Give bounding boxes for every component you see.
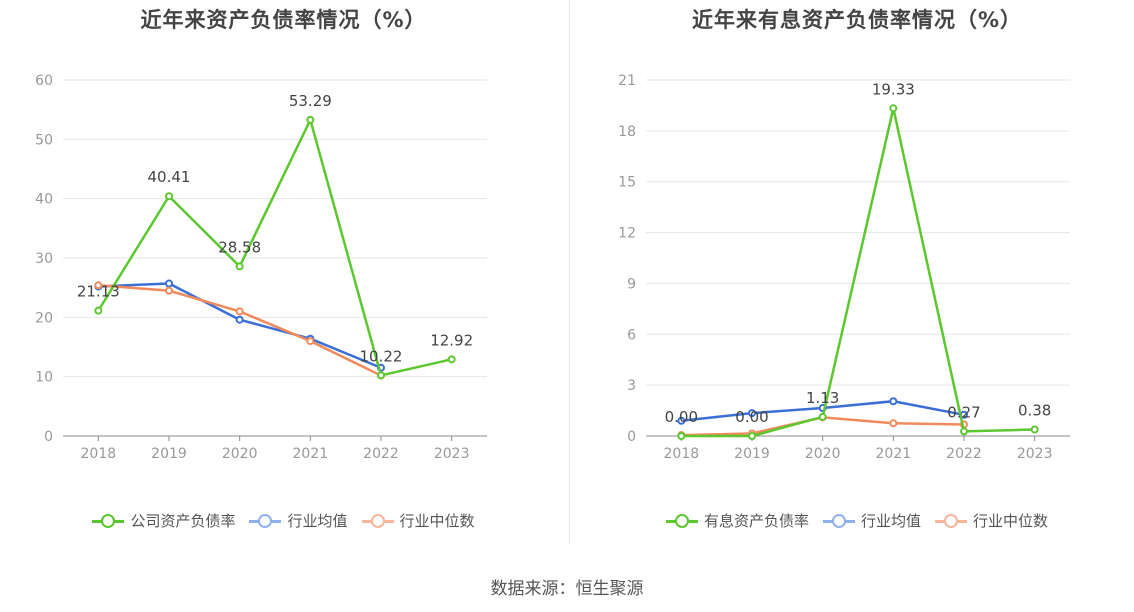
series-line: [97, 118, 452, 377]
y-tick-label: 15: [618, 175, 636, 191]
x-tick-label: 2022: [946, 446, 982, 462]
data-label: 12.92: [430, 331, 473, 349]
y-tick-label: 9: [627, 276, 636, 292]
legend-label: 行业均值: [860, 512, 921, 530]
data-label: 0.38: [1018, 402, 1051, 420]
x-tick-label: 2023: [1017, 446, 1053, 462]
data-label: 19.33: [872, 80, 915, 98]
y-tick-label: 50: [35, 132, 53, 148]
data-label: 53.29: [289, 92, 332, 110]
series-line: [681, 107, 1035, 438]
data-point[interactable]: [818, 412, 827, 421]
x-tick-label: 2020: [222, 446, 258, 462]
data-point[interactable]: [306, 115, 315, 124]
legend-label: 公司资产负债率: [130, 512, 236, 530]
legend-item[interactable]: 行业均值: [249, 510, 348, 531]
data-point[interactable]: [94, 281, 103, 290]
chart-title: 近年来有息资产负债率情况（%）: [691, 8, 1023, 32]
data-point[interactable]: [889, 104, 898, 113]
chart-panel-left: 近年来资产负债率情况（%） 0 10 20 30 40 50 60 2018 2019 2020 2…: [0, 0, 567, 560]
data-point[interactable]: [960, 427, 968, 436]
data-label: 10.22: [360, 347, 403, 365]
x-tick-label: 2019: [151, 446, 187, 462]
chart-legend: 公司资产负债率 行业均值 行业中位数: [0, 510, 567, 531]
legend-item[interactable]: 行业均值: [822, 510, 921, 531]
legend-swatch-icon: [935, 513, 967, 529]
data-point[interactable]: [748, 432, 756, 440]
y-tick-label: 6: [627, 327, 636, 343]
y-tick-label: 18: [618, 124, 636, 140]
panel-divider: [569, 0, 570, 545]
legend-label: 行业均值: [287, 512, 348, 530]
x-tick-label: 2022: [363, 446, 399, 462]
data-label: 40.41: [148, 168, 191, 186]
y-tick-label: 0: [627, 429, 636, 445]
legend-swatch-icon: [361, 513, 394, 529]
y-tick-label: 40: [35, 192, 53, 208]
data-label: 0.00: [665, 408, 698, 426]
data-label: 1.13: [806, 389, 839, 407]
legend-label: 有息资产负债率: [703, 512, 809, 530]
data-source: 数据来源：恒生聚源: [490, 579, 644, 599]
legend-swatch-icon: [822, 513, 855, 529]
data-point[interactable]: [306, 337, 315, 346]
legend-item[interactable]: 有息资产负债率: [665, 510, 809, 531]
legend-item[interactable]: 公司资产负债率: [92, 510, 235, 531]
legend-swatch-icon: [665, 513, 698, 529]
legend-swatch-icon: [249, 513, 282, 529]
data-point[interactable]: [1030, 425, 1039, 434]
data-point[interactable]: [677, 432, 686, 440]
legend-swatch-icon: [92, 513, 125, 529]
y-tick-label: 12: [618, 226, 636, 242]
legend-item[interactable]: 行业中位数: [361, 510, 475, 531]
data-label: 0.00: [735, 408, 768, 426]
legend-item[interactable]: 行业中位数: [935, 510, 1048, 531]
y-tick-label: 0: [44, 429, 53, 445]
data-point[interactable]: [677, 416, 686, 425]
x-tick-label: 2018: [664, 446, 700, 462]
data-point[interactable]: [235, 307, 244, 316]
legend-label: 行业中位数: [399, 512, 475, 530]
data-point[interactable]: [235, 262, 244, 271]
x-tick-label: 2018: [81, 446, 117, 462]
legend-label: 行业中位数: [973, 512, 1049, 530]
data-point[interactable]: [889, 419, 898, 428]
y-tick-label: 10: [35, 370, 53, 386]
data-point[interactable]: [165, 286, 173, 295]
x-tick-label: 2021: [293, 446, 329, 462]
series-line: [98, 284, 382, 377]
data-point[interactable]: [165, 279, 173, 288]
line-chart-debt-ratio: 0 10 20 30 40 50 60 2018 2019 2020 2021 2022 2023 21.…: [35, 73, 487, 462]
y-tick-label: 20: [35, 310, 53, 326]
line-chart-interest-debt-ratio: 0 3 6 9 12 15 18 21 2018 2019 2020 2021 2022 2023 0.00…: [618, 73, 1070, 462]
y-tick-label: 21: [618, 73, 636, 89]
data-point[interactable]: [889, 397, 898, 406]
chart-panel-right: 近年来有息资产负债率情况（%） 0 3 6 9 12 15 18 21 2018 2019 2020…: [580, 0, 1134, 560]
data-point[interactable]: [748, 409, 756, 418]
data-point[interactable]: [235, 315, 244, 324]
chart-title: 近年来资产负债率情况（%）: [140, 8, 427, 32]
y-tick-label: 30: [35, 251, 53, 267]
x-tick-label: 2021: [876, 446, 912, 462]
y-tick-label: 60: [35, 73, 53, 89]
data-point[interactable]: [94, 306, 103, 315]
x-tick-label: 2020: [805, 446, 841, 462]
data-label: 0.27: [947, 403, 980, 421]
data-point[interactable]: [165, 192, 173, 201]
data-point[interactable]: [447, 355, 456, 364]
x-tick-label: 2023: [434, 446, 470, 462]
data-label: 28.58: [218, 238, 261, 256]
chart-legend: 有息资产负债率 行业均值 行业中位数: [580, 510, 1134, 531]
y-tick-label: 3: [627, 378, 636, 394]
data-label: 21.13: [77, 283, 120, 301]
data-point[interactable]: [377, 371, 385, 380]
x-tick-label: 2019: [734, 446, 770, 462]
